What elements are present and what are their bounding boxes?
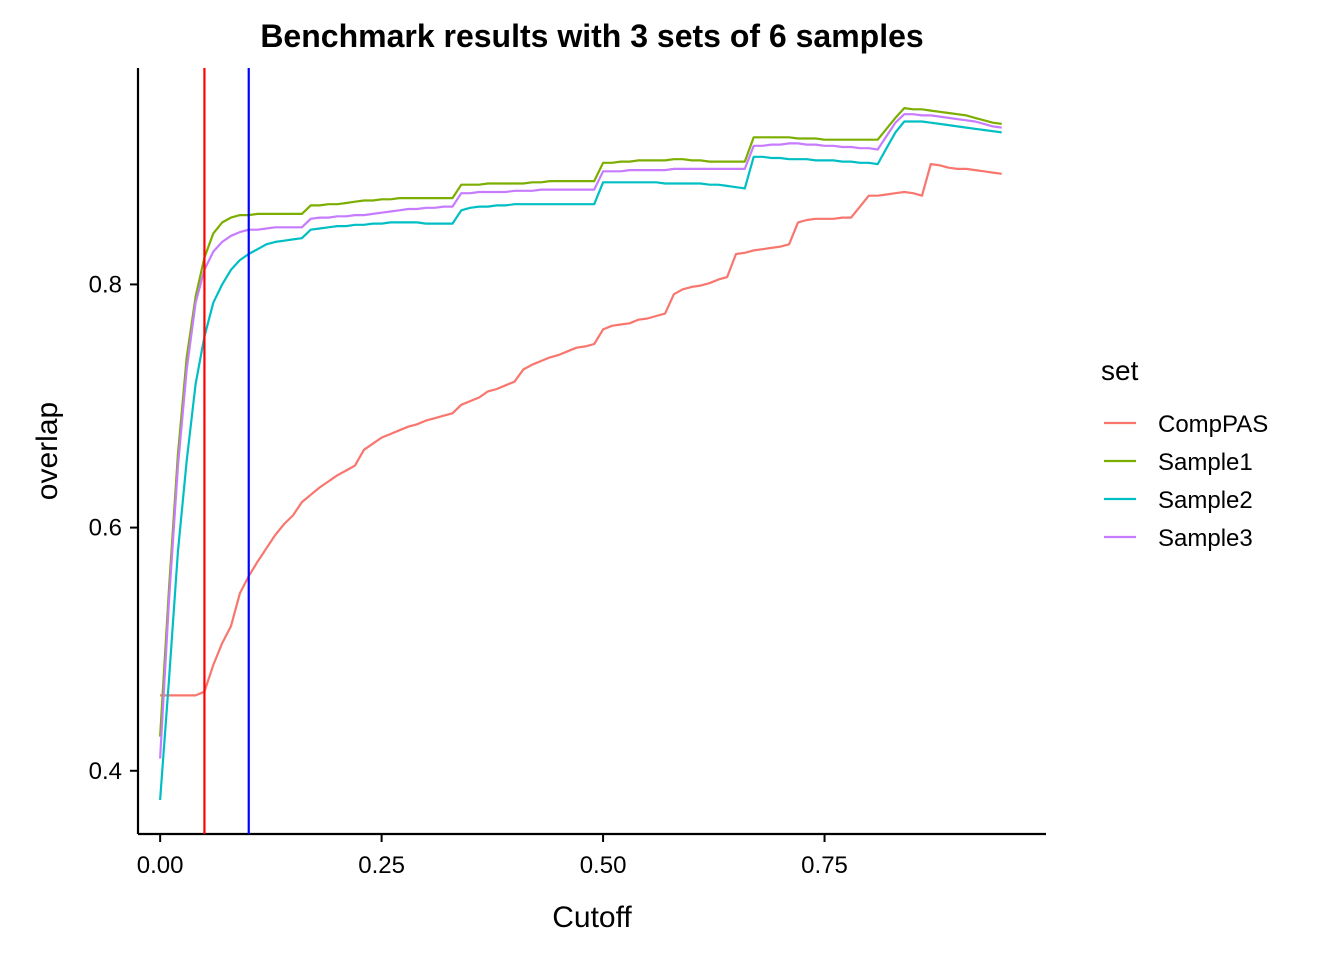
series-line-comppas: [160, 163, 1002, 697]
chart-title: Benchmark results with 3 sets of 6 sampl…: [260, 18, 923, 54]
reference-lines: [203, 68, 250, 834]
legend-items: CompPAS Sample1 Sample2 Sample3: [1104, 411, 1268, 552]
x-tick-label: 0.50: [580, 852, 627, 879]
x-tick-label: 0.00: [137, 852, 184, 879]
y-tick-label: 0.6: [89, 515, 122, 542]
y-axis-title: overlap: [31, 402, 64, 500]
legend-title: set: [1101, 355, 1139, 386]
y-tick-label: 0.8: [89, 271, 122, 298]
series-line-sample1: [159, 107, 1002, 737]
x-tick-label: 0.25: [358, 852, 405, 879]
legend-label-sample3: Sample3: [1158, 525, 1253, 552]
legend-label-comppas: CompPAS: [1158, 411, 1268, 438]
x-axis-ticks: 0.00 0.25 0.50 0.75: [137, 834, 848, 879]
series-line-sample3: [159, 113, 1002, 759]
y-axis-ticks: 0.4 0.6 0.8: [89, 271, 138, 785]
series-line-sample2: [159, 120, 1002, 801]
legend: set CompPAS Sample1 Sample2 Sample3: [1101, 355, 1268, 552]
y-tick-label: 0.4: [89, 758, 122, 785]
x-tick-label: 0.75: [801, 852, 848, 879]
legend-label-sample1: Sample1: [1158, 449, 1253, 476]
legend-label-sample2: Sample2: [1158, 487, 1253, 514]
x-axis-title: Cutoff: [552, 901, 632, 934]
series-layer: [159, 107, 1002, 801]
